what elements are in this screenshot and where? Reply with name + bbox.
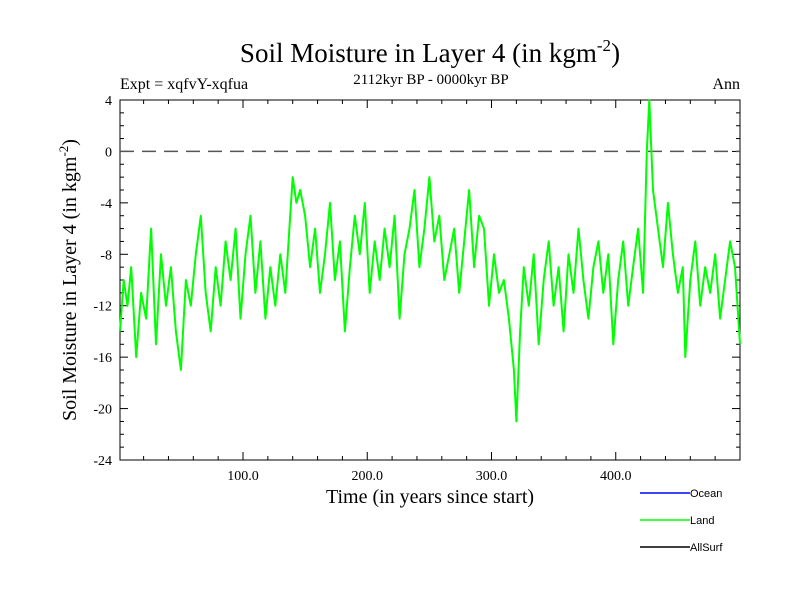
y-tick-label: -24 [93, 454, 112, 469]
minor-ticks [120, 100, 740, 460]
legend: Ocean Land AllSurf [640, 488, 723, 554]
y-tick-label: 4 [105, 94, 112, 109]
legend-label-allsurf: AllSurf [690, 542, 723, 554]
y-tick-label: -12 [93, 300, 112, 315]
chart-title: Soil Moisture in Layer 4 (in kgm-2) [240, 36, 620, 68]
x-tick-label: 400.0 [600, 469, 632, 484]
y-axis-ticks: 4 0 -4 -8 -12 -16 -20 -24 [93, 94, 740, 469]
y-tick-label: -20 [93, 403, 112, 418]
x-tick-label: 300.0 [476, 469, 508, 484]
expt-label: Expt = xqfvY-xqfua [120, 76, 248, 93]
x-axis-ticks: 100.0 200.0 300.0 400.0 [227, 100, 632, 484]
series-line-land [119, 99, 741, 423]
period-label: 2112kyr BP - 0000kyr BP [353, 72, 509, 88]
y-tick-label: -8 [100, 248, 112, 263]
series-group [119, 99, 741, 423]
y-axis-label: Soil Moisture in Layer 4 (in kgm-2) [56, 139, 81, 421]
y-tick-label: -16 [93, 351, 112, 366]
season-label: Ann [712, 76, 740, 93]
legend-label-ocean: Ocean [690, 488, 722, 500]
x-axis-label: Time (in years since start) [326, 486, 534, 508]
y-tick-label: -4 [100, 197, 112, 212]
legend-label-land: Land [690, 515, 714, 527]
y-tick-label: 0 [105, 145, 112, 160]
x-tick-label: 200.0 [352, 469, 384, 484]
x-tick-label: 100.0 [227, 469, 259, 484]
